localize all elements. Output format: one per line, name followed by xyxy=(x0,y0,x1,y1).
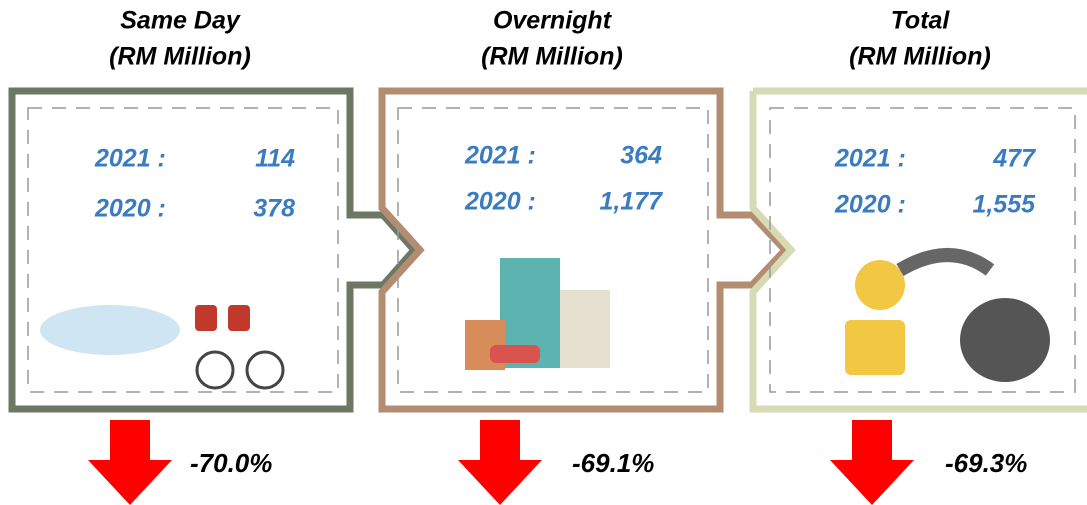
year-label: 2021 : xyxy=(94,145,166,173)
money-bag xyxy=(960,298,1050,382)
panel-title: Overnight xyxy=(493,7,613,35)
coin xyxy=(855,260,905,310)
year-label: 2021 : xyxy=(834,145,906,173)
year-label: 2020 : xyxy=(464,188,536,216)
value: 378 xyxy=(253,195,295,223)
panel-subtitle: (RM Million) xyxy=(481,43,623,71)
change: -70.0% xyxy=(190,448,272,478)
down-arrow xyxy=(458,420,542,505)
panel-subtitle: (RM Million) xyxy=(109,43,251,71)
cable-car xyxy=(228,305,250,331)
value: 114 xyxy=(255,145,295,173)
illustrations xyxy=(40,248,1050,390)
frames xyxy=(8,87,1087,413)
year-label: 2020 : xyxy=(834,191,906,219)
dashed-inner xyxy=(27,107,339,393)
year-label: 2021 : xyxy=(464,142,536,170)
cable-car xyxy=(195,305,217,331)
value: 1,177 xyxy=(599,188,663,216)
dashed-inner xyxy=(397,107,709,393)
down-arrow xyxy=(830,420,914,505)
car xyxy=(490,345,540,363)
coins xyxy=(845,320,905,375)
wave xyxy=(40,305,180,355)
value: 364 xyxy=(620,142,662,170)
change: -69.3% xyxy=(945,448,1027,478)
panel-title: Same Day xyxy=(120,7,241,35)
curved-arrow xyxy=(896,248,995,277)
hotel xyxy=(560,290,610,368)
panel-title: Total xyxy=(891,7,951,35)
change: -69.1% xyxy=(572,448,654,478)
same-day-frame xyxy=(8,87,419,413)
total-frame xyxy=(749,87,1087,413)
dashed-inner xyxy=(769,107,1076,393)
down-arrow xyxy=(88,420,172,505)
panel-subtitle: (RM Million) xyxy=(849,43,991,71)
bike-wheel xyxy=(245,350,285,390)
value: 477 xyxy=(992,145,1036,173)
year-label: 2020 : xyxy=(94,195,166,223)
overnight-frame xyxy=(378,87,790,413)
bike-wheel xyxy=(195,350,235,390)
value: 1,555 xyxy=(972,191,1036,219)
